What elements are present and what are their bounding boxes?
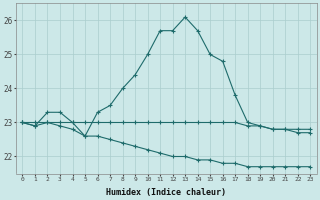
X-axis label: Humidex (Indice chaleur): Humidex (Indice chaleur) bbox=[106, 188, 226, 197]
